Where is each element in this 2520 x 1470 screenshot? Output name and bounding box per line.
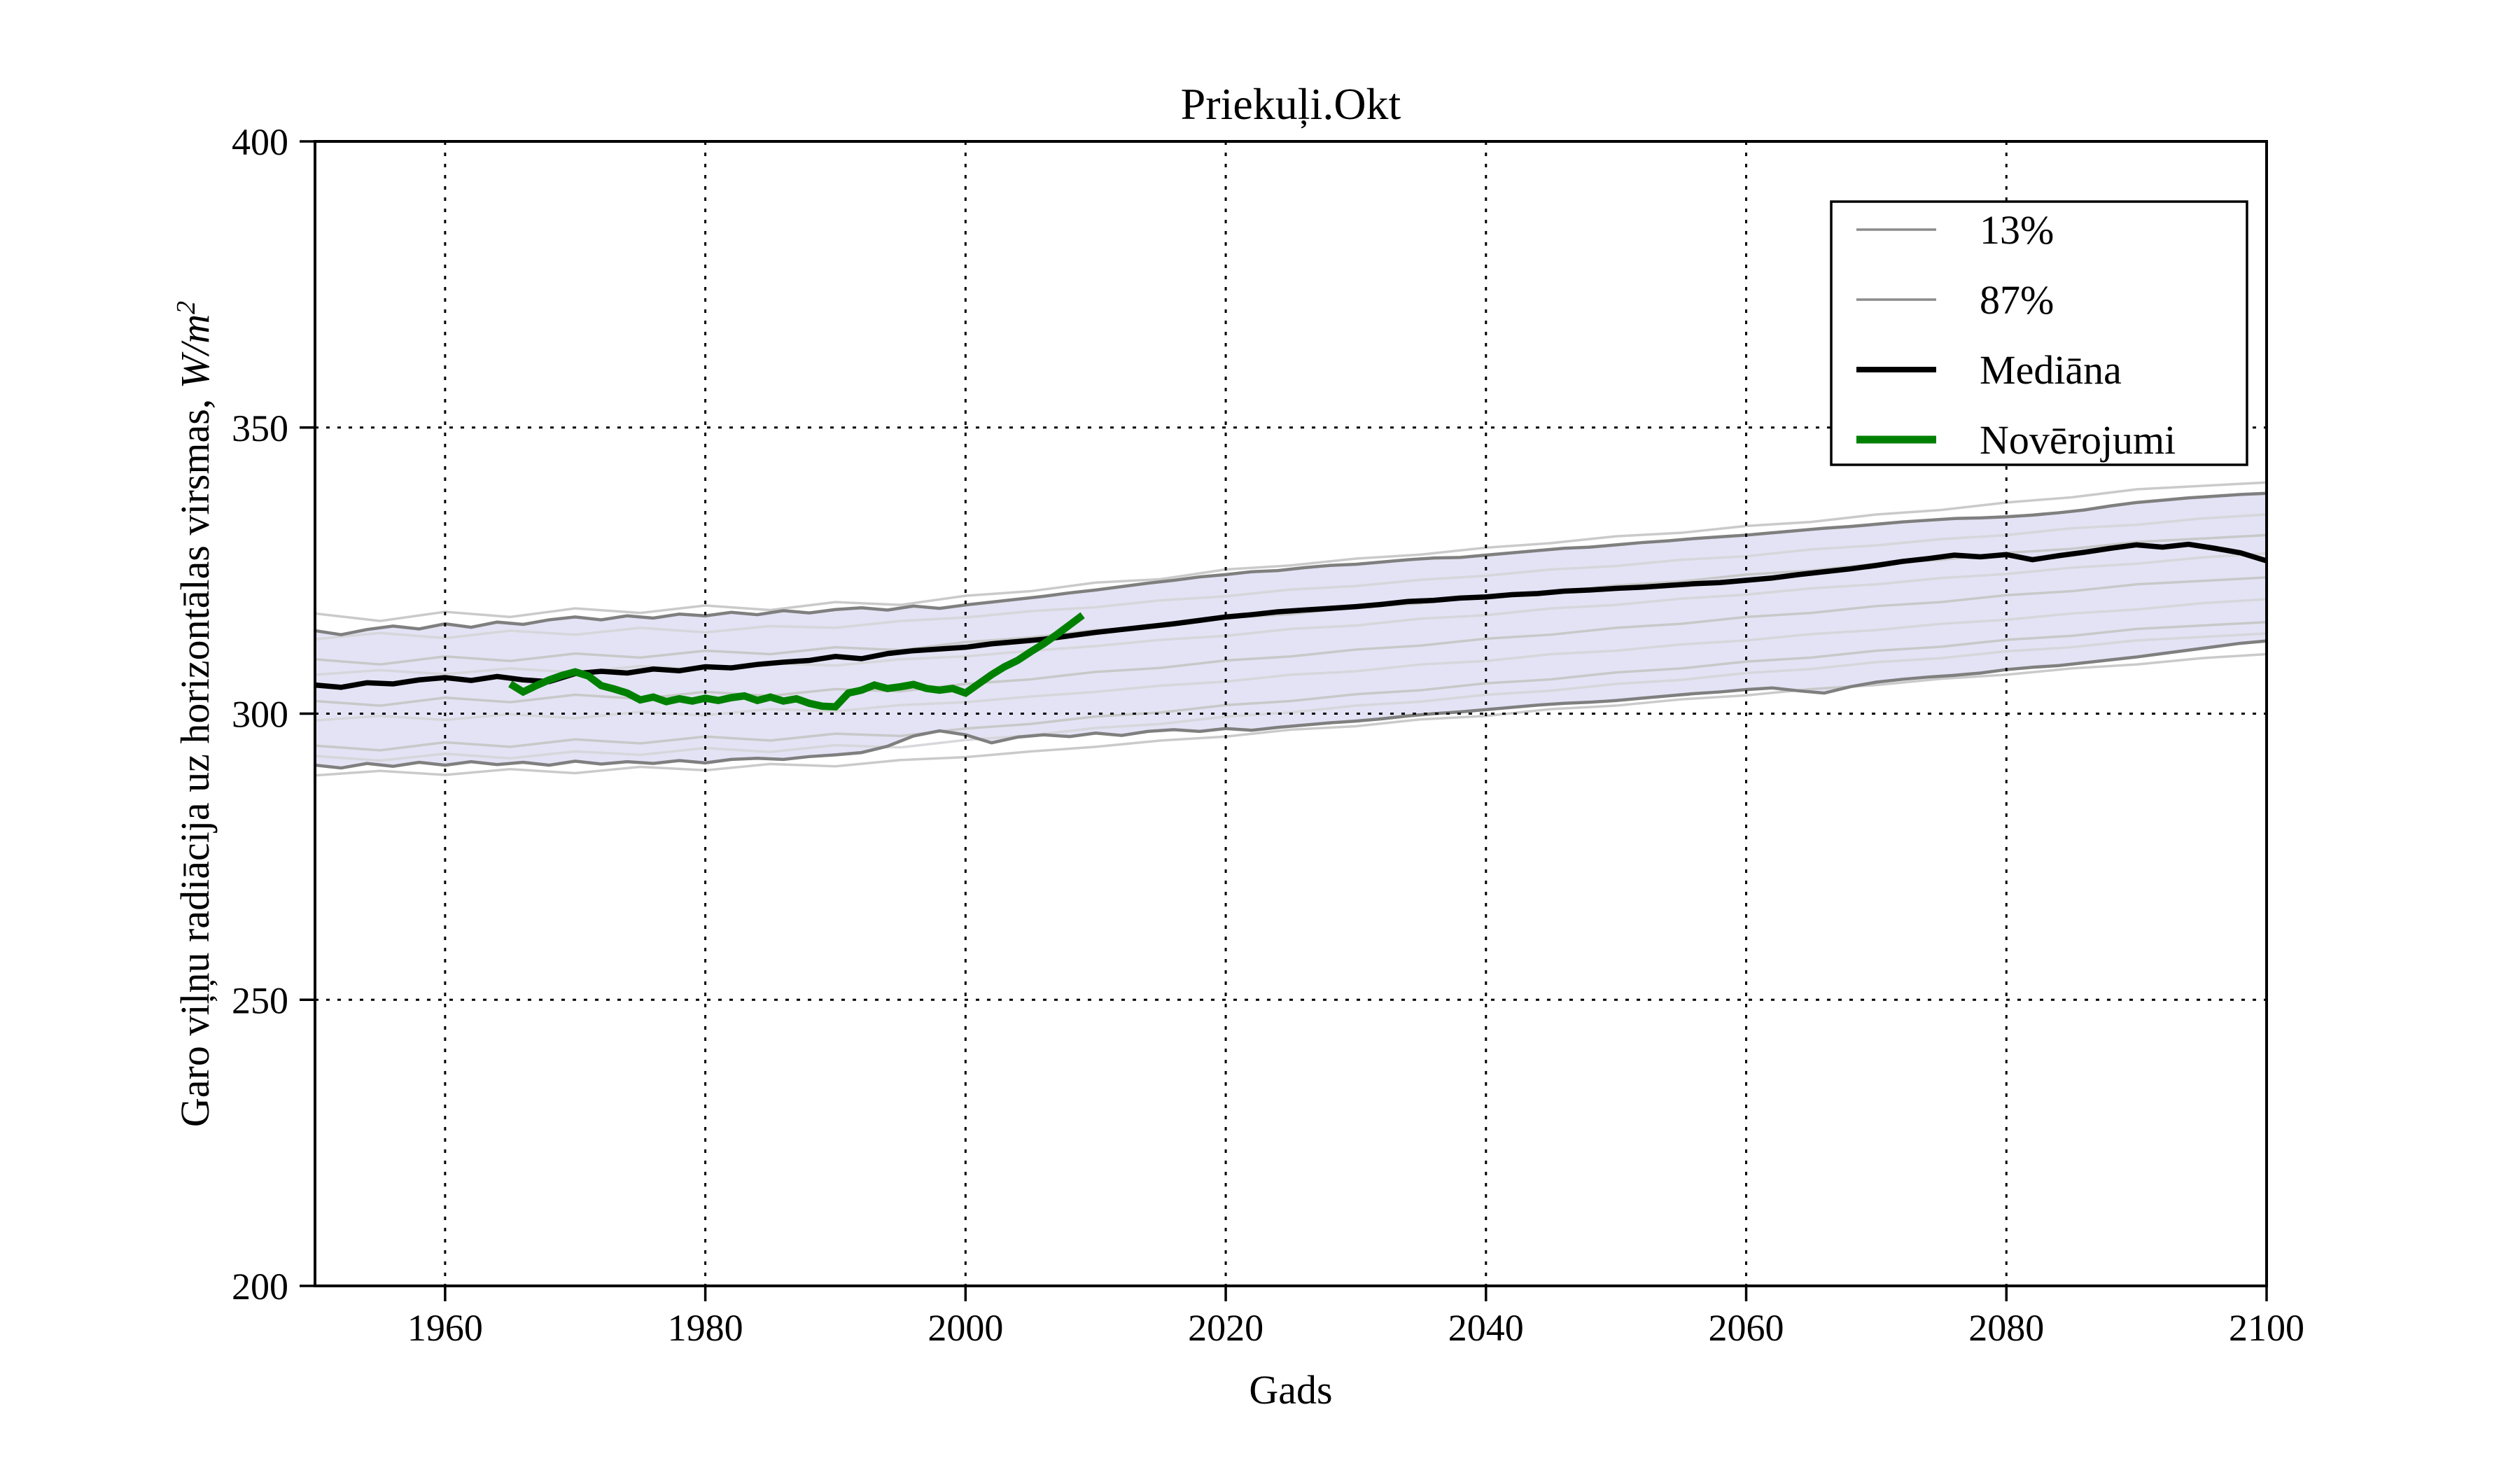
x-tick-label: 2060 bbox=[1709, 1307, 1784, 1349]
x-tick-label: 2100 bbox=[2229, 1307, 2304, 1349]
y-tick-label: 250 bbox=[232, 979, 288, 1021]
ensemble-line bbox=[314, 533, 2267, 666]
ensemble-line bbox=[314, 652, 2267, 777]
ensemble-line bbox=[314, 552, 2267, 676]
x-tick-label: 2000 bbox=[927, 1307, 1003, 1349]
ensemble-line bbox=[314, 481, 2267, 622]
x-tick-label: 2080 bbox=[1968, 1307, 2044, 1349]
chart-title: Priekuļi.Okt bbox=[1181, 79, 1401, 129]
legend: 13% 87% Mediāna Novērojumi bbox=[1830, 200, 2248, 466]
percentile-lines-layer bbox=[314, 491, 2267, 770]
legend-box bbox=[1830, 200, 2248, 466]
y-axis-label-text: Garo viļņu radiācija uz horizontālas vir… bbox=[172, 388, 218, 1127]
series-layer bbox=[314, 541, 2268, 711]
p87-line bbox=[314, 491, 2267, 636]
y-axis-label: Garo viļņu radiācija uz horizontālas vir… bbox=[172, 301, 218, 1127]
median-line bbox=[314, 541, 2268, 690]
legend-label-13pct: 13% bbox=[1980, 207, 2054, 253]
y-axis-label-math: W/m bbox=[172, 314, 218, 388]
ensemble-line bbox=[314, 598, 2267, 722]
y-tick-label: 350 bbox=[232, 407, 288, 449]
ensemble-line bbox=[314, 632, 2267, 762]
x-tick-label: 1980 bbox=[668, 1307, 743, 1349]
legend-label-mediana: Mediāna bbox=[1980, 347, 2122, 393]
x-tick-label: 1960 bbox=[407, 1307, 483, 1349]
y-axis-label-superscript: 2 bbox=[172, 301, 201, 314]
y-tick-label: 200 bbox=[232, 1266, 288, 1308]
y-tick-label: 300 bbox=[232, 694, 288, 736]
legend-label-87pct: 87% bbox=[1980, 277, 2054, 323]
p13-line bbox=[314, 639, 2267, 770]
x-tick-label: 2040 bbox=[1448, 1307, 1524, 1349]
x-axis-label: Gads bbox=[1249, 1367, 1332, 1413]
tick-layer: 1960 1980 2000 2020 2040 2060 2080 2100 200 250 30… bbox=[232, 121, 2304, 1349]
x-tick-label: 2020 bbox=[1188, 1307, 1264, 1349]
ensemble-line bbox=[314, 620, 2267, 752]
ensemble-line bbox=[314, 513, 2267, 640]
y-tick-label: 400 bbox=[232, 121, 288, 163]
observations-line bbox=[508, 612, 1085, 711]
legend-label-noverojumi: Novērojumi bbox=[1980, 417, 2176, 463]
